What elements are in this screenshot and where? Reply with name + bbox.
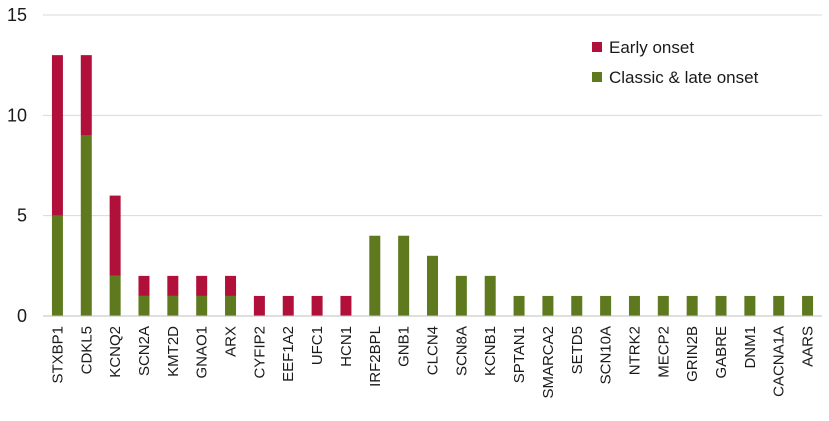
bar-segment-classic-late-onset: [628, 295, 640, 316]
x-tick-label: UFC1: [309, 326, 326, 365]
x-tick-label: HCN1: [338, 326, 355, 367]
bar-segment-early-onset: [51, 55, 63, 216]
legend: Early onset Classic & late onset: [592, 38, 759, 87]
y-tick-labels: 0 5 10 15: [7, 5, 27, 326]
legend-label: Early onset: [609, 38, 694, 57]
bar-segment-classic-late-onset: [138, 295, 150, 316]
bar-segment-classic-late-onset: [225, 295, 237, 316]
bar-segment-early-onset: [138, 275, 150, 296]
x-tick-label: EEF1A2: [280, 326, 297, 382]
y-tick-label: 10: [7, 105, 27, 125]
x-tick-label: AARS: [800, 326, 817, 367]
bar-segment-classic-late-onset: [600, 295, 612, 316]
bar-segment-early-onset: [109, 195, 121, 276]
legend-swatch: [592, 42, 602, 52]
x-tick-label: CACNA1A: [771, 326, 788, 397]
x-tick-label: DNM1: [742, 326, 759, 369]
bar-segment-classic-late-onset: [427, 255, 438, 316]
bar-segment-classic-late-onset: [802, 295, 814, 316]
bar-segment-early-onset: [196, 275, 208, 296]
bar-segment-classic-late-onset: [744, 295, 756, 316]
bar-segment-classic-late-onset: [80, 135, 92, 316]
bar-segment-classic-late-onset: [369, 235, 381, 316]
legend-swatch: [592, 72, 602, 82]
bar-segment-classic-late-onset: [542, 295, 554, 316]
x-tick-label: NTRK2: [626, 326, 643, 375]
bar-segment-classic-late-onset: [109, 275, 121, 316]
bar-segment-early-onset: [80, 55, 92, 136]
bar-segment-early-onset: [253, 295, 265, 316]
bar-segment-classic-late-onset: [455, 275, 467, 316]
x-tick-label: CYFIP2: [251, 326, 268, 379]
bar-segment-classic-late-onset: [196, 295, 208, 316]
bar-segment-classic-late-onset: [657, 295, 669, 316]
x-tick-label: MECP2: [655, 326, 672, 378]
bar-segment-early-onset: [282, 295, 294, 316]
y-tick-label: 0: [17, 306, 27, 326]
bar-segment-classic-late-onset: [398, 235, 410, 316]
y-tick-label: 5: [17, 206, 27, 226]
x-tick-label: KCNB1: [482, 326, 499, 376]
legend-label: Classic & late onset: [609, 68, 759, 87]
bar-segment-classic-late-onset: [51, 215, 63, 316]
bar-segment-early-onset: [340, 295, 352, 316]
bars: [51, 55, 814, 316]
bar-segment-classic-late-onset: [773, 295, 785, 316]
y-tick-label: 15: [7, 5, 27, 25]
x-tick-label: SCN2A: [136, 326, 153, 376]
bar-segment-classic-late-onset: [686, 295, 698, 316]
bar-segment-early-onset: [311, 295, 323, 316]
gridlines: [43, 14, 822, 217]
x-tick-label: GNB1: [396, 326, 413, 367]
x-tick-label: GNAO1: [194, 326, 211, 379]
x-tick-label: SETD5: [569, 326, 586, 374]
x-tick-label: KCNQ2: [107, 326, 124, 378]
x-tick-label: GRIN2B: [684, 326, 701, 382]
x-tick-label: CDKL5: [78, 326, 95, 374]
bar-segment-classic-late-onset: [513, 295, 525, 316]
bar-segment-classic-late-onset: [571, 295, 583, 316]
x-tick-label: SPTAN1: [511, 326, 528, 383]
x-tick-label: SMARCA2: [540, 326, 557, 399]
bar-segment-early-onset: [225, 275, 237, 296]
x-tick-label: GABRE: [713, 326, 730, 379]
x-tick-label: SCN10A: [598, 326, 615, 384]
x-tick-label: IRF2BPL: [367, 326, 384, 387]
bar-segment-classic-late-onset: [167, 295, 179, 316]
x-tick-label: KMT2D: [165, 326, 182, 377]
x-tick-label: ARX: [223, 326, 240, 357]
x-tick-label: SCN8A: [453, 326, 470, 376]
bar-segment-classic-late-onset: [484, 275, 496, 316]
x-tick-label: CLCN4: [425, 326, 442, 375]
bar-segment-early-onset: [167, 275, 179, 296]
bar-segment-classic-late-onset: [715, 295, 727, 316]
x-tick-labels: STXBP1 CDKL5 KCNQ2 SCN2A KMT2D GNAO1 ARX CYFIP2…: [49, 326, 816, 399]
x-tick-label: STXBP1: [49, 326, 66, 384]
